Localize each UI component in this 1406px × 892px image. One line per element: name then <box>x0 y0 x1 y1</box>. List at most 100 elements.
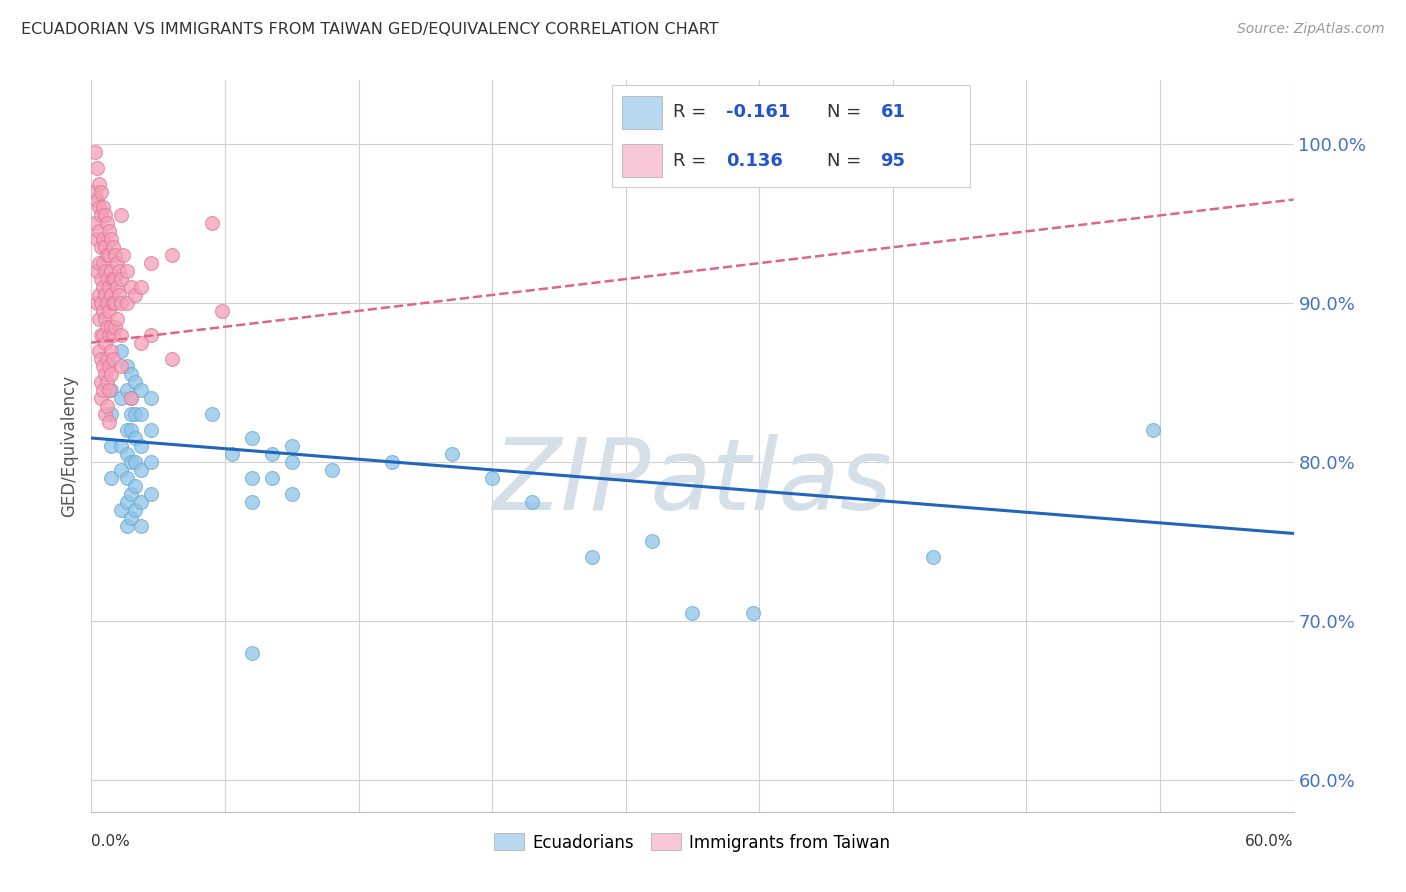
Point <box>96 296 118 310</box>
Point <box>93 256 115 270</box>
Point <box>103 240 125 254</box>
Point <box>121 486 143 500</box>
Point <box>96 399 118 413</box>
Point <box>93 384 115 398</box>
Y-axis label: GED/Equivalency: GED/Equivalency <box>60 375 79 517</box>
Point <box>522 494 544 508</box>
Point <box>131 494 153 508</box>
Text: 0.0%: 0.0% <box>91 834 131 849</box>
Point <box>110 359 132 374</box>
Point <box>110 463 132 477</box>
Point <box>124 502 146 516</box>
Point <box>89 224 111 238</box>
Point <box>100 368 122 382</box>
Point <box>89 177 111 191</box>
Point <box>131 463 153 477</box>
Point <box>96 216 118 230</box>
FancyBboxPatch shape <box>612 85 970 187</box>
Point <box>98 415 121 429</box>
Point <box>100 319 122 334</box>
Point <box>121 510 143 524</box>
Point <box>110 296 132 310</box>
Point <box>240 646 263 660</box>
Point <box>94 209 117 223</box>
Point <box>110 502 132 516</box>
Point <box>104 272 127 286</box>
Point <box>131 439 153 453</box>
Point <box>93 201 115 215</box>
Point <box>100 264 122 278</box>
Point <box>141 327 163 342</box>
Text: 95: 95 <box>880 152 905 169</box>
Point <box>98 303 121 318</box>
Point <box>108 288 131 302</box>
Point <box>98 359 121 374</box>
Point <box>121 392 143 406</box>
Text: 0.136: 0.136 <box>727 152 783 169</box>
Point <box>112 248 135 262</box>
Point <box>131 407 153 421</box>
Point <box>94 264 117 278</box>
Point <box>89 288 111 302</box>
Point <box>103 327 125 342</box>
Point <box>124 455 146 469</box>
Point <box>922 550 945 565</box>
Point <box>90 185 112 199</box>
Point <box>121 280 143 294</box>
Point <box>240 431 263 445</box>
Point <box>90 351 112 366</box>
Point <box>141 423 163 437</box>
Point <box>201 216 224 230</box>
Point <box>131 518 153 533</box>
Text: R =: R = <box>672 152 711 169</box>
Point <box>104 248 127 262</box>
Point <box>84 216 107 230</box>
Point <box>96 376 118 390</box>
Text: R =: R = <box>672 103 711 121</box>
Point <box>100 439 122 453</box>
Point <box>90 296 112 310</box>
Point <box>93 303 115 318</box>
Point <box>131 384 153 398</box>
Point <box>89 311 111 326</box>
Point <box>100 384 122 398</box>
Point <box>96 351 118 366</box>
Point <box>98 384 121 398</box>
Point <box>84 185 107 199</box>
Text: 61: 61 <box>880 103 905 121</box>
Point <box>107 311 129 326</box>
Point <box>281 439 304 453</box>
Point <box>103 351 125 366</box>
Point <box>98 327 121 342</box>
Point <box>131 335 153 350</box>
Point <box>100 471 122 485</box>
Point <box>117 264 139 278</box>
Point <box>240 494 263 508</box>
Point <box>110 272 132 286</box>
Point <box>90 327 112 342</box>
Point <box>110 209 132 223</box>
Point <box>124 407 146 421</box>
Point <box>141 455 163 469</box>
Point <box>96 319 118 334</box>
Point <box>100 288 122 302</box>
Text: -0.161: -0.161 <box>727 103 790 121</box>
Point <box>117 423 139 437</box>
Point <box>141 392 163 406</box>
Point <box>381 455 404 469</box>
Point <box>110 392 132 406</box>
Text: 60.0%: 60.0% <box>1246 834 1294 849</box>
Text: ECUADORIAN VS IMMIGRANTS FROM TAIWAN GED/EQUIVALENCY CORRELATION CHART: ECUADORIAN VS IMMIGRANTS FROM TAIWAN GED… <box>21 22 718 37</box>
Point <box>121 392 143 406</box>
Text: N =: N = <box>827 152 866 169</box>
Point <box>131 280 153 294</box>
Text: Source: ZipAtlas.com: Source: ZipAtlas.com <box>1237 22 1385 37</box>
Point <box>121 423 143 437</box>
Point <box>124 288 146 302</box>
Point <box>93 232 115 246</box>
Point <box>110 343 132 358</box>
Point <box>117 384 139 398</box>
Point <box>110 439 132 453</box>
Point <box>90 376 112 390</box>
Point <box>103 296 125 310</box>
